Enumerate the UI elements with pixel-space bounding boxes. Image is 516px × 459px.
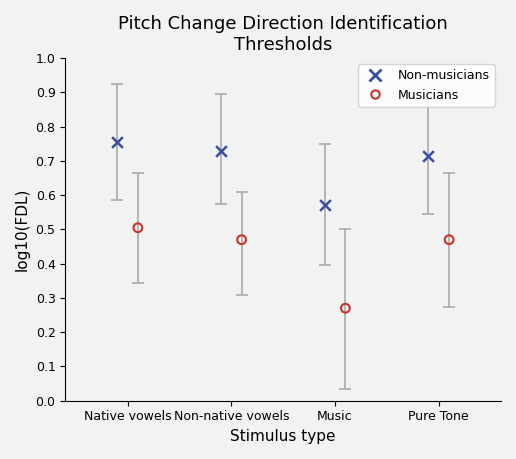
Y-axis label: log10(FDL): log10(FDL) <box>15 188 30 271</box>
Legend: Non-musicians, Musicians: Non-musicians, Musicians <box>358 64 495 106</box>
X-axis label: Stimulus type: Stimulus type <box>230 429 336 444</box>
Point <box>445 236 453 243</box>
Point <box>134 224 142 231</box>
Point <box>424 152 432 159</box>
Point <box>237 236 246 243</box>
Title: Pitch Change Direction Identification
Thresholds: Pitch Change Direction Identification Th… <box>118 15 448 54</box>
Point <box>341 305 349 312</box>
Point <box>113 139 121 146</box>
Point <box>217 147 225 154</box>
Point <box>320 202 329 209</box>
